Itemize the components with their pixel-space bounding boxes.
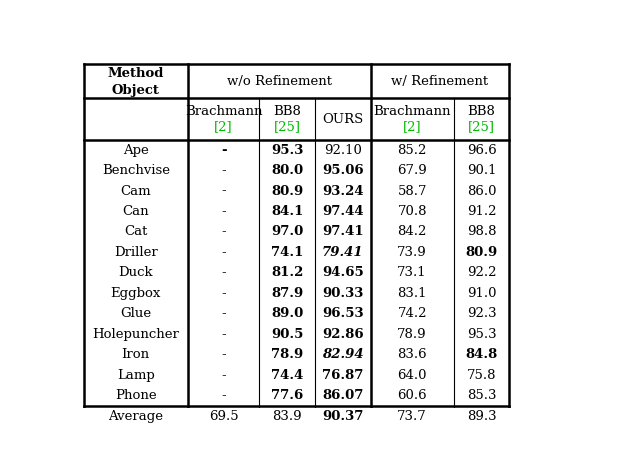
Text: 80.9: 80.9 (466, 246, 498, 259)
Text: 90.1: 90.1 (467, 164, 496, 177)
Text: 60.6: 60.6 (397, 389, 427, 402)
Text: 95.3: 95.3 (467, 328, 496, 341)
Text: 92.3: 92.3 (467, 307, 496, 320)
Text: Benchvise: Benchvise (102, 164, 170, 177)
Text: 80.0: 80.0 (271, 164, 303, 177)
Text: -: - (222, 205, 226, 218)
Text: 69.5: 69.5 (209, 409, 238, 423)
Text: 97.44: 97.44 (322, 205, 364, 218)
Text: 97.41: 97.41 (322, 225, 364, 239)
Text: 84.1: 84.1 (271, 205, 303, 218)
Text: 76.87: 76.87 (322, 369, 363, 382)
Text: Driller: Driller (114, 246, 158, 259)
Text: Average: Average (109, 409, 163, 423)
Text: 95.06: 95.06 (322, 164, 364, 177)
Text: 74.2: 74.2 (397, 307, 427, 320)
Text: -: - (221, 144, 227, 157)
Text: 97.0: 97.0 (271, 225, 303, 239)
Bar (84, 64, 509, 426)
Text: Lamp: Lamp (117, 369, 155, 382)
Text: 87.9: 87.9 (271, 287, 303, 300)
Text: 64.0: 64.0 (397, 369, 427, 382)
Text: 83.9: 83.9 (272, 409, 302, 423)
Text: 82.94: 82.94 (322, 348, 364, 361)
Text: [25]: [25] (468, 120, 495, 133)
Text: 90.37: 90.37 (322, 409, 363, 423)
Text: Holepuncher: Holepuncher (92, 328, 179, 341)
Text: 81.2: 81.2 (271, 267, 303, 279)
Text: w/o Refinement: w/o Refinement (227, 75, 332, 87)
Text: 73.7: 73.7 (397, 409, 427, 423)
Text: -: - (222, 348, 226, 361)
Text: 91.0: 91.0 (467, 287, 496, 300)
Text: 74.1: 74.1 (271, 246, 303, 259)
Text: [2]: [2] (403, 120, 421, 133)
Text: 67.9: 67.9 (397, 164, 427, 177)
Text: 93.24: 93.24 (322, 185, 364, 197)
Text: 77.6: 77.6 (271, 389, 303, 402)
Text: 70.8: 70.8 (397, 205, 427, 218)
Text: -: - (222, 389, 226, 402)
Text: Phone: Phone (115, 389, 157, 402)
Text: -: - (222, 287, 226, 300)
Text: [2]: [2] (214, 120, 233, 133)
Text: 84.2: 84.2 (397, 225, 427, 239)
Text: -: - (222, 328, 226, 341)
Text: Glue: Glue (120, 307, 152, 320)
Text: Iron: Iron (122, 348, 150, 361)
Text: 92.10: 92.10 (324, 144, 362, 157)
Text: 89.3: 89.3 (467, 409, 496, 423)
Text: Ape: Ape (123, 144, 149, 157)
Text: -: - (222, 267, 226, 279)
Text: 75.8: 75.8 (467, 369, 496, 382)
Text: 58.7: 58.7 (397, 185, 427, 197)
Text: -: - (222, 225, 226, 239)
Text: Method: Method (107, 67, 164, 80)
Text: 96.53: 96.53 (322, 307, 364, 320)
Text: 95.3: 95.3 (271, 144, 303, 157)
Text: -: - (222, 369, 226, 382)
Text: 79.41: 79.41 (322, 246, 364, 259)
Text: 92.2: 92.2 (467, 267, 496, 279)
Text: w/ Refinement: w/ Refinement (391, 75, 489, 87)
Text: 98.8: 98.8 (467, 225, 496, 239)
Text: 92.86: 92.86 (322, 328, 364, 341)
Text: Can: Can (122, 205, 149, 218)
Text: 78.9: 78.9 (271, 348, 303, 361)
Text: -: - (222, 246, 226, 259)
Text: 85.2: 85.2 (397, 144, 427, 157)
Text: 74.4: 74.4 (271, 369, 303, 382)
Text: 90.33: 90.33 (322, 287, 363, 300)
Text: 86.0: 86.0 (467, 185, 496, 197)
Text: Eggbox: Eggbox (110, 287, 161, 300)
Text: 73.9: 73.9 (397, 246, 427, 259)
Text: 91.2: 91.2 (467, 205, 496, 218)
Text: -: - (222, 164, 226, 177)
Text: 80.9: 80.9 (271, 185, 303, 197)
Text: 94.65: 94.65 (322, 267, 364, 279)
Text: Brachmann: Brachmann (373, 105, 451, 118)
Text: [25]: [25] (274, 120, 301, 133)
Text: Duck: Duck (119, 267, 153, 279)
Text: Brachmann: Brachmann (185, 105, 262, 118)
Text: 83.1: 83.1 (397, 287, 427, 300)
Text: 90.5: 90.5 (271, 328, 303, 341)
Text: 84.8: 84.8 (466, 348, 498, 361)
Text: Object: Object (112, 84, 160, 97)
Text: BB8: BB8 (273, 105, 301, 118)
Text: 96.6: 96.6 (467, 144, 497, 157)
Text: -: - (222, 185, 226, 197)
Text: 78.9: 78.9 (397, 328, 427, 341)
Text: 83.6: 83.6 (397, 348, 427, 361)
Text: Cam: Cam (120, 185, 151, 197)
Text: BB8: BB8 (467, 105, 495, 118)
Text: 89.0: 89.0 (271, 307, 303, 320)
Text: 85.3: 85.3 (467, 389, 496, 402)
Text: -: - (222, 307, 226, 320)
Text: 86.07: 86.07 (322, 389, 363, 402)
Text: OURS: OURS (322, 113, 363, 125)
Text: 73.1: 73.1 (397, 267, 427, 279)
Text: Cat: Cat (124, 225, 147, 239)
